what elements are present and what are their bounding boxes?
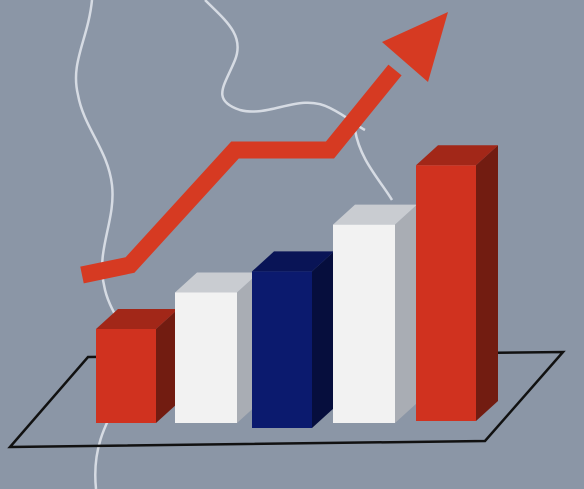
bar-3-front xyxy=(252,271,312,428)
bar-3-top xyxy=(252,251,334,272)
bar-5-top xyxy=(416,145,498,166)
trend-arrow-head xyxy=(382,12,448,82)
map-outline-top xyxy=(204,0,366,132)
bar-5-front xyxy=(416,165,476,421)
trend-arrow xyxy=(80,12,448,284)
trend-arrow-shaft xyxy=(80,64,402,284)
bar-1-side xyxy=(156,309,178,423)
map-outline-right xyxy=(353,129,394,201)
bar-5 xyxy=(416,145,498,421)
bar-2 xyxy=(175,272,259,423)
bar-3 xyxy=(252,251,334,428)
bar-2-top xyxy=(175,272,259,293)
bar-1-front xyxy=(96,329,156,423)
bar-4-top xyxy=(333,204,417,225)
chart-base-plate xyxy=(7,350,566,449)
bar-4 xyxy=(333,204,417,423)
bars-group xyxy=(96,145,498,428)
bar-3-side xyxy=(312,251,334,428)
bar-5-side xyxy=(476,145,498,421)
bar-4-front xyxy=(333,224,395,423)
bar-2-front xyxy=(175,292,237,423)
bar-1 xyxy=(96,309,178,423)
bar-4-side xyxy=(395,204,417,423)
bar-1-top xyxy=(96,309,178,330)
